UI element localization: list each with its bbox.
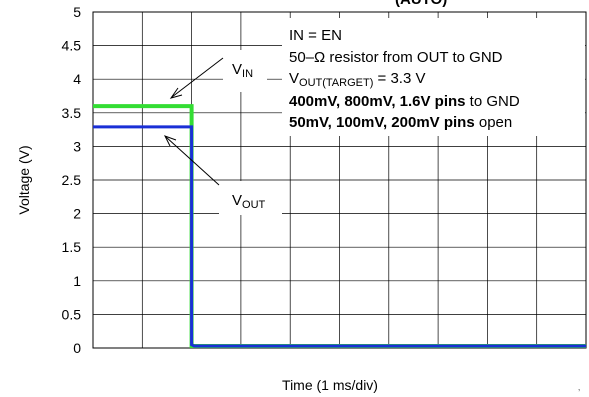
corner-mark: ’ bbox=[578, 388, 580, 397]
y-tick-label: 2 bbox=[73, 206, 81, 222]
vin-arrow bbox=[169, 57, 224, 99]
annotation-line-3: VOUT(TARGET) = 3.3 V bbox=[289, 70, 425, 89]
series-line-vout bbox=[93, 125, 586, 348]
x-axis-title: Time (1 ms/div) bbox=[282, 377, 378, 393]
y-tick-label: 5 bbox=[73, 4, 81, 20]
annotation-box bbox=[282, 18, 585, 136]
vout-label-box bbox=[219, 181, 282, 215]
y-axis-title: Voltage (V) bbox=[16, 145, 32, 214]
annotation-line-2: 50–Ω resistor from OUT to GND bbox=[289, 49, 503, 66]
vin-label-box bbox=[223, 50, 267, 92]
y-tick-label: 2.5 bbox=[62, 172, 82, 188]
y-tick-label: 4 bbox=[73, 71, 81, 87]
y-tick-label: 3.5 bbox=[62, 105, 82, 121]
y-tick-label: 4.5 bbox=[62, 38, 82, 54]
vin-label: VIN bbox=[232, 61, 253, 80]
annotation-line-5: 50mV, 100mV, 200mV pins open bbox=[289, 114, 512, 131]
annotation-line-1: IN = EN bbox=[289, 27, 342, 44]
y-tick-label: 3 bbox=[73, 138, 81, 154]
vout-arrow bbox=[163, 135, 220, 186]
y-tick-label: 0.5 bbox=[62, 306, 82, 322]
y-tick-label: 1 bbox=[73, 273, 81, 289]
chart-title-fragment: (AUTO) bbox=[395, 0, 447, 8]
y-tick-labels: 0 0.5 1 1.5 2 2.5 3 3.5 4 4.5 5 bbox=[62, 4, 82, 356]
series-layer bbox=[93, 104, 586, 348]
y-tick-label: 0 bbox=[73, 340, 81, 356]
y-tick-label: 1.5 bbox=[62, 239, 82, 255]
vout-label: VOUT bbox=[232, 192, 266, 211]
annotation-line-4: 400mV, 800mV, 1.6V pins to GND bbox=[289, 93, 520, 110]
